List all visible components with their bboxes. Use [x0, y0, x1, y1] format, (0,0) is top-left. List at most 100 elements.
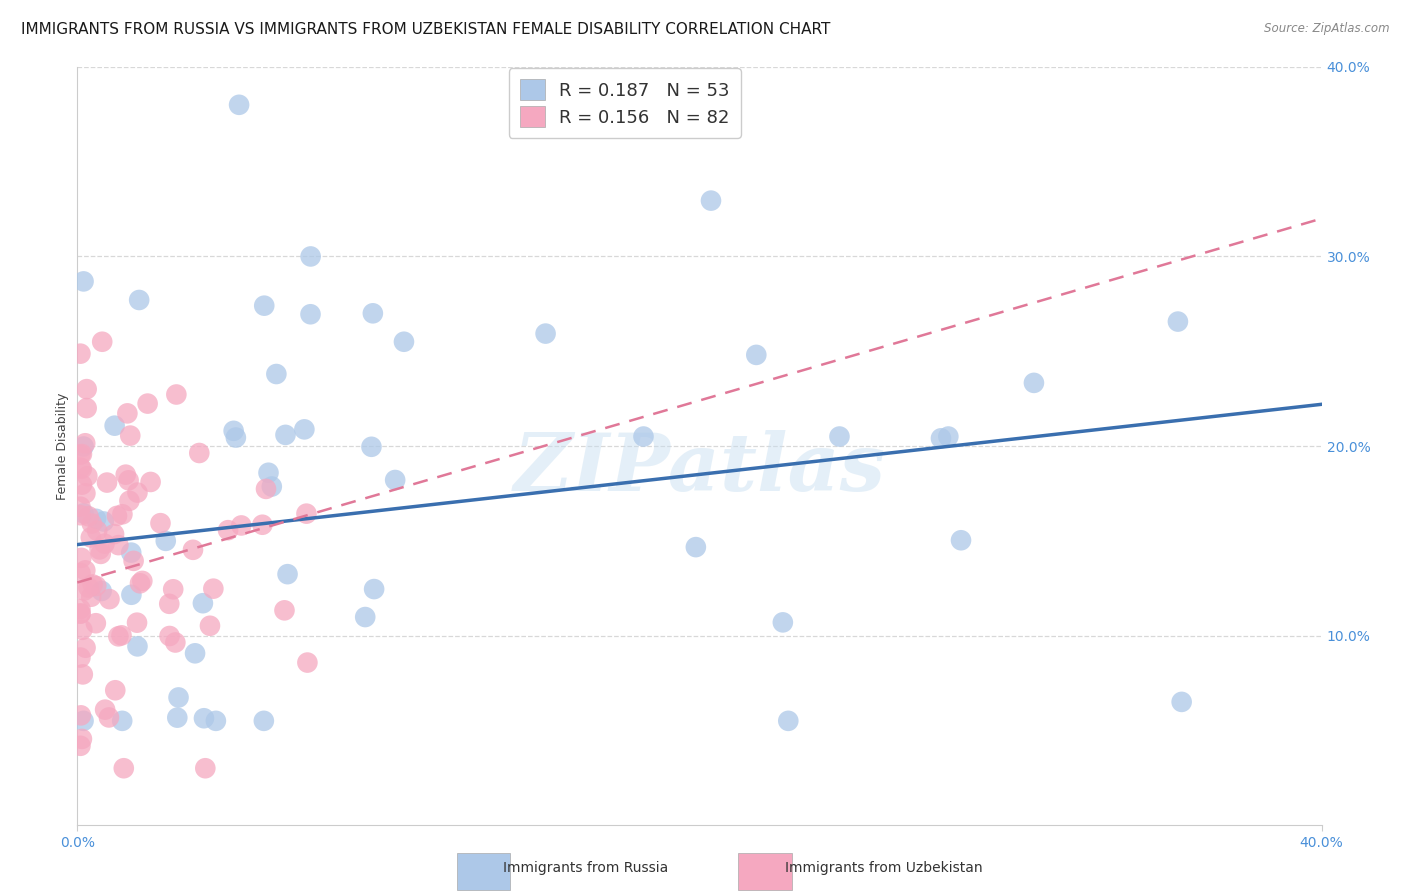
- Text: IMMIGRANTS FROM RUSSIA VS IMMIGRANTS FROM UZBEKISTAN FEMALE DISABILITY CORRELATI: IMMIGRANTS FROM RUSSIA VS IMMIGRANTS FRO…: [21, 22, 831, 37]
- Point: [252, 517, 274, 532]
- Point: [94, 703, 117, 717]
- Point: [139, 475, 162, 489]
- Point: [120, 588, 142, 602]
- Point: [117, 406, 139, 420]
- Point: [155, 533, 177, 548]
- Point: [80, 531, 103, 545]
- Text: Immigrants from Uzbekistan: Immigrants from Uzbekistan: [785, 861, 983, 875]
- Point: [69, 566, 91, 580]
- Point: [114, 467, 136, 482]
- Point: [76, 382, 98, 396]
- Point: [534, 326, 557, 341]
- Point: [193, 711, 215, 725]
- Point: [184, 646, 207, 660]
- Point: [127, 485, 149, 500]
- Point: [90, 584, 112, 599]
- Point: [105, 508, 128, 523]
- Text: ZIPatlas: ZIPatlas: [513, 430, 886, 508]
- Point: [392, 334, 415, 349]
- Point: [299, 250, 322, 264]
- Point: [165, 635, 187, 649]
- Point: [80, 590, 103, 604]
- Point: [69, 739, 91, 753]
- Point: [260, 479, 283, 493]
- Point: [97, 710, 120, 724]
- Point: [131, 574, 153, 588]
- Point: [77, 509, 100, 524]
- Point: [84, 616, 107, 631]
- Point: [266, 367, 288, 381]
- Point: [122, 554, 145, 568]
- Text: Source: ZipAtlas.com: Source: ZipAtlas.com: [1264, 22, 1389, 36]
- Point: [73, 583, 96, 598]
- Point: [69, 607, 91, 621]
- Point: [685, 540, 707, 554]
- Point: [120, 428, 142, 442]
- Point: [936, 429, 959, 443]
- Point: [745, 348, 768, 362]
- Point: [277, 567, 299, 582]
- Point: [76, 469, 98, 483]
- Point: [292, 422, 315, 436]
- Point: [117, 473, 139, 487]
- Point: [69, 607, 91, 621]
- Point: [112, 761, 135, 775]
- Point: [274, 428, 297, 442]
- Point: [828, 429, 851, 443]
- Point: [225, 431, 247, 445]
- Point: [228, 98, 250, 112]
- Point: [297, 656, 319, 670]
- Point: [217, 523, 239, 537]
- Point: [75, 563, 97, 577]
- Point: [107, 629, 129, 643]
- Point: [157, 597, 180, 611]
- Point: [69, 650, 91, 665]
- Legend: R = 0.187   N = 53, R = 0.156   N = 82: R = 0.187 N = 53, R = 0.156 N = 82: [509, 69, 741, 138]
- Point: [125, 615, 148, 630]
- Point: [72, 440, 94, 454]
- Point: [110, 628, 132, 642]
- Point: [69, 448, 91, 462]
- Point: [205, 714, 228, 728]
- Point: [70, 462, 93, 476]
- Point: [75, 486, 97, 500]
- Point: [69, 460, 91, 475]
- Point: [127, 640, 149, 654]
- Point: [69, 602, 91, 616]
- Point: [254, 482, 277, 496]
- Point: [950, 533, 973, 548]
- Point: [70, 708, 93, 723]
- Point: [128, 293, 150, 307]
- Point: [76, 401, 98, 416]
- Point: [772, 615, 794, 630]
- Point: [77, 581, 100, 595]
- Point: [118, 493, 141, 508]
- Point: [253, 299, 276, 313]
- Point: [384, 473, 406, 487]
- Point: [86, 524, 108, 538]
- Point: [103, 527, 125, 541]
- Point: [98, 592, 121, 607]
- Point: [104, 418, 127, 433]
- Point: [70, 731, 93, 746]
- Point: [188, 446, 211, 460]
- Point: [231, 518, 253, 533]
- Point: [198, 619, 221, 633]
- Point: [162, 582, 184, 597]
- Point: [75, 640, 97, 655]
- Point: [166, 711, 188, 725]
- Point: [69, 346, 91, 360]
- Y-axis label: Female Disability: Female Disability: [56, 392, 69, 500]
- Point: [107, 538, 129, 552]
- Point: [82, 577, 104, 591]
- Point: [69, 508, 91, 523]
- Point: [299, 307, 322, 321]
- Text: Immigrants from Russia: Immigrants from Russia: [503, 861, 669, 875]
- Point: [90, 547, 112, 561]
- Point: [72, 507, 94, 521]
- Point: [191, 596, 214, 610]
- Point: [93, 537, 115, 551]
- Point: [70, 550, 93, 565]
- Point: [96, 475, 118, 490]
- Point: [72, 667, 94, 681]
